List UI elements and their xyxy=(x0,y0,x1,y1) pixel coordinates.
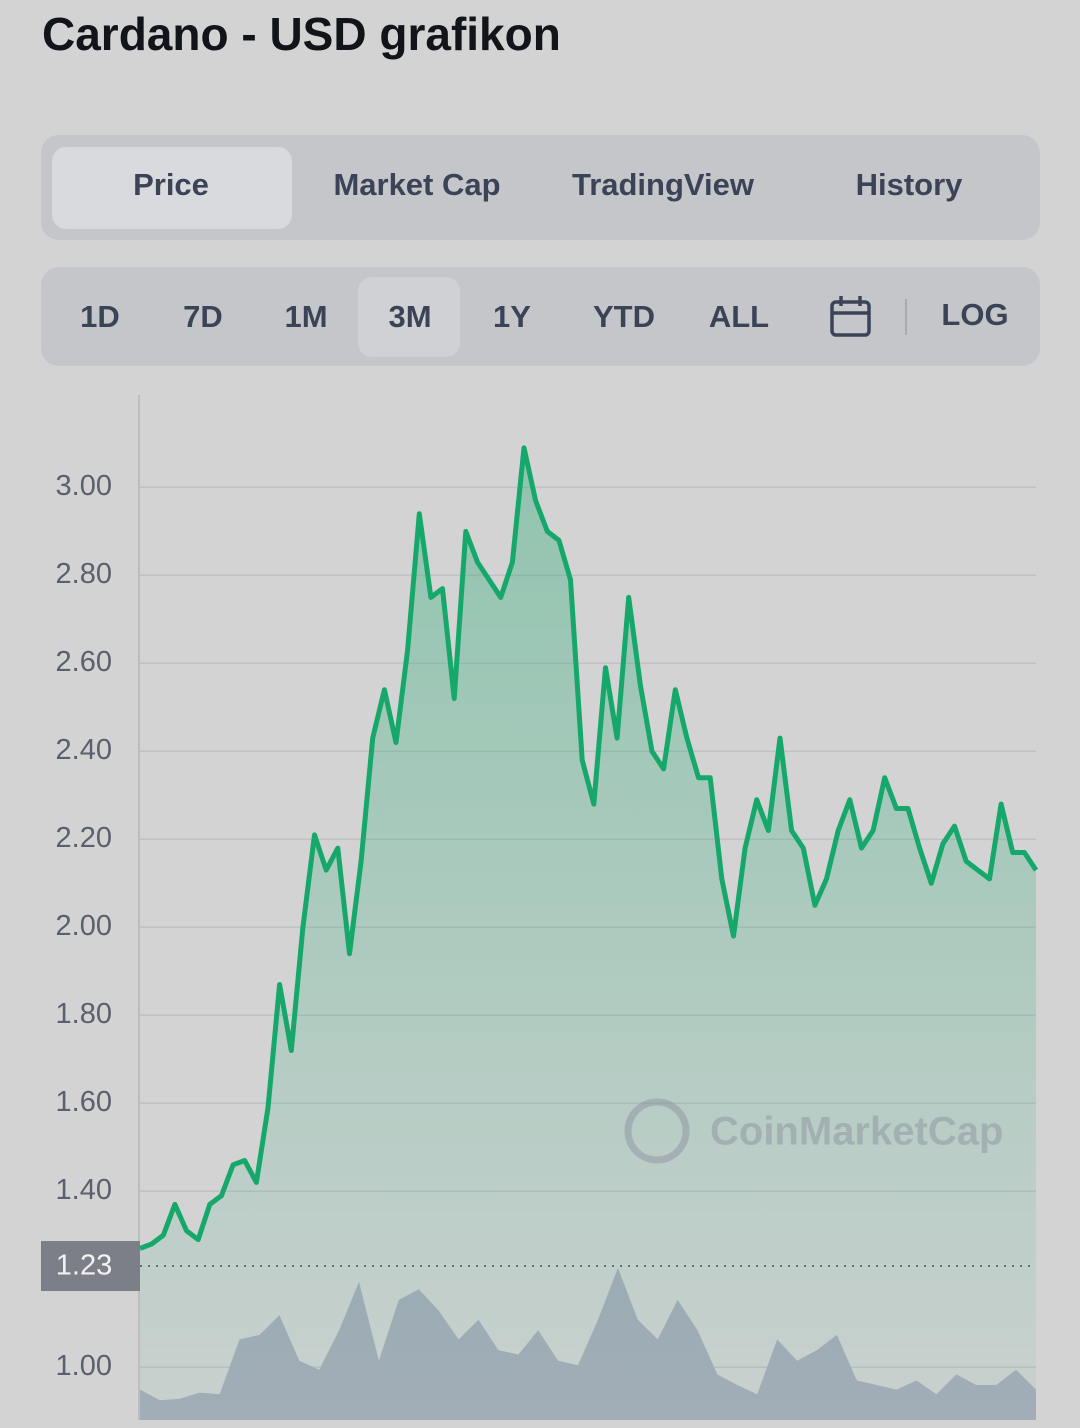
price-area xyxy=(140,447,1036,1420)
y-tick-label: 1.00 xyxy=(56,1350,112,1382)
y-tick-label: 3.00 xyxy=(56,470,112,502)
tab[interactable]: Market Cap xyxy=(333,167,500,202)
range-button[interactable]: 1D xyxy=(80,299,120,334)
watermark: CoinMarketCap xyxy=(624,1098,1003,1164)
range-button[interactable]: YTD xyxy=(593,299,655,334)
y-tick-label: 1.60 xyxy=(56,1086,112,1118)
current-price-badge xyxy=(41,1241,140,1292)
calendar-icon[interactable] xyxy=(830,296,871,337)
y-tick-label: 2.40 xyxy=(56,734,112,766)
range-bar xyxy=(41,267,1040,366)
y-tick-label: 2.60 xyxy=(56,646,112,678)
current-price-label: 1.23 xyxy=(56,1250,112,1282)
tab[interactable]: Price xyxy=(133,167,209,202)
y-tick-label: 2.20 xyxy=(56,822,112,854)
range-button[interactable]: 3M xyxy=(388,299,431,334)
tab[interactable]: History xyxy=(856,167,964,202)
active-range xyxy=(358,277,460,357)
plot: 1.00 1.40 1.60 1.80 2.00 2.20 2.40 2.60 2.80 3.00… xyxy=(41,445,1039,1420)
y-tick-label: 1.80 xyxy=(56,998,112,1030)
watermark-text: CoinMarketCap xyxy=(710,1110,1003,1154)
range-button[interactable]: 1M xyxy=(284,299,327,334)
price-line xyxy=(139,445,1039,1251)
y-tick-label: 2.00 xyxy=(56,910,112,942)
log-toggle[interactable]: LOG xyxy=(941,297,1008,332)
y-tick-label: 2.80 xyxy=(56,558,112,590)
watermark-logo xyxy=(624,1098,690,1164)
range-button[interactable]: 1Y xyxy=(493,299,531,334)
range-button[interactable]: 7D xyxy=(183,299,223,334)
tab[interactable]: TradingView xyxy=(572,167,755,202)
range-button[interactable]: ALL xyxy=(709,299,769,334)
page-title: Cardano - USD grafikon xyxy=(42,8,561,60)
y-tick-label: 1.40 xyxy=(56,1174,112,1206)
active-tab xyxy=(52,147,292,229)
